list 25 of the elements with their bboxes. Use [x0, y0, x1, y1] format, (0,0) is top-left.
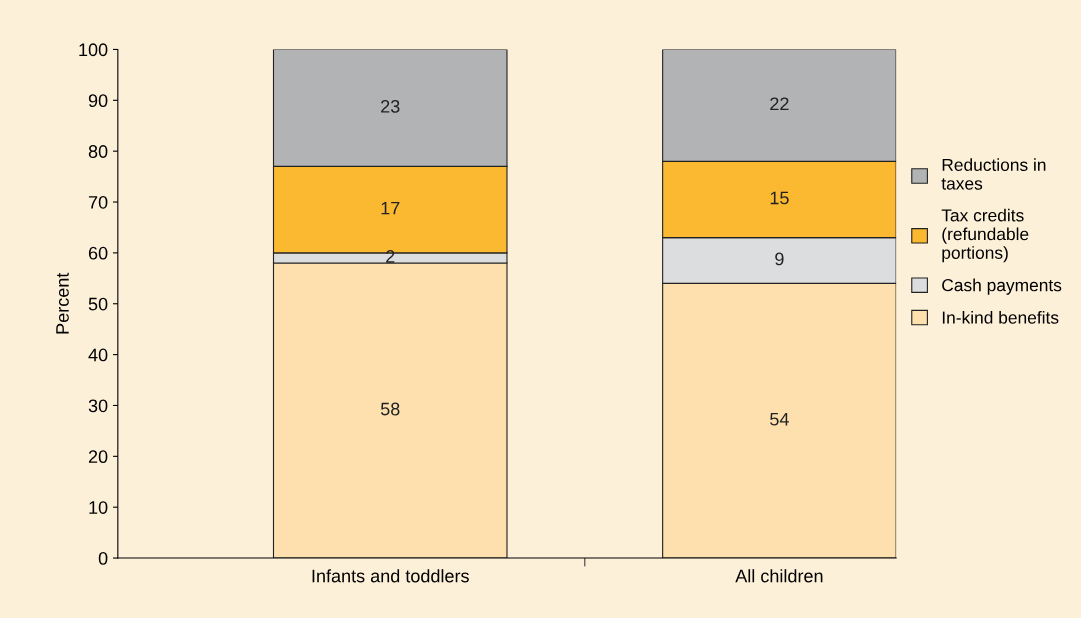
y-tick-label: 30: [88, 399, 108, 413]
y-tick-label: 10: [89, 501, 108, 514]
data-label: 58: [380, 402, 400, 416]
data-label: 22: [770, 97, 789, 111]
y-tick-label: 50: [88, 297, 108, 311]
x-tick-label: Infants and toddlers: [312, 569, 469, 583]
data-label: 17: [381, 201, 400, 215]
data-label: 54: [770, 412, 789, 426]
legend-label: Reductions in taxes: [941, 158, 1046, 190]
y-tick-label: 90: [88, 94, 108, 108]
legend-label: Cash payments: [942, 278, 1062, 295]
y-tick-label: 40: [88, 348, 108, 362]
legend-label: In-kind benefits: [942, 311, 1059, 324]
y-tick-label: 80: [88, 145, 108, 158]
data-label: 9: [775, 252, 784, 266]
y-tick-label: 100: [79, 43, 108, 57]
y-axis-title: Percent: [56, 272, 69, 334]
y-tick-label: 0: [98, 551, 108, 565]
x-tick-label: All children: [735, 569, 823, 583]
legend-label: Tax credits (refundable portions): [941, 208, 1029, 263]
data-label: 23: [381, 99, 400, 113]
y-tick-label: 20: [88, 450, 108, 464]
y-tick-label: 60: [88, 246, 108, 260]
data-label: 15: [770, 191, 789, 205]
y-tick-label: 70: [88, 195, 108, 209]
